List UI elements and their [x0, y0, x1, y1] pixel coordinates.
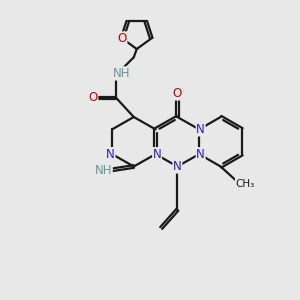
- Text: CH₃: CH₃: [236, 178, 255, 189]
- Text: N: N: [106, 148, 115, 160]
- Text: O: O: [173, 87, 182, 100]
- Text: N: N: [173, 160, 182, 173]
- Text: NH: NH: [113, 67, 130, 80]
- Text: NH: NH: [95, 164, 112, 176]
- Text: N: N: [153, 148, 161, 160]
- Text: O: O: [88, 92, 98, 104]
- Text: N: N: [196, 148, 205, 160]
- Text: N: N: [196, 123, 205, 136]
- Text: O: O: [118, 32, 127, 45]
